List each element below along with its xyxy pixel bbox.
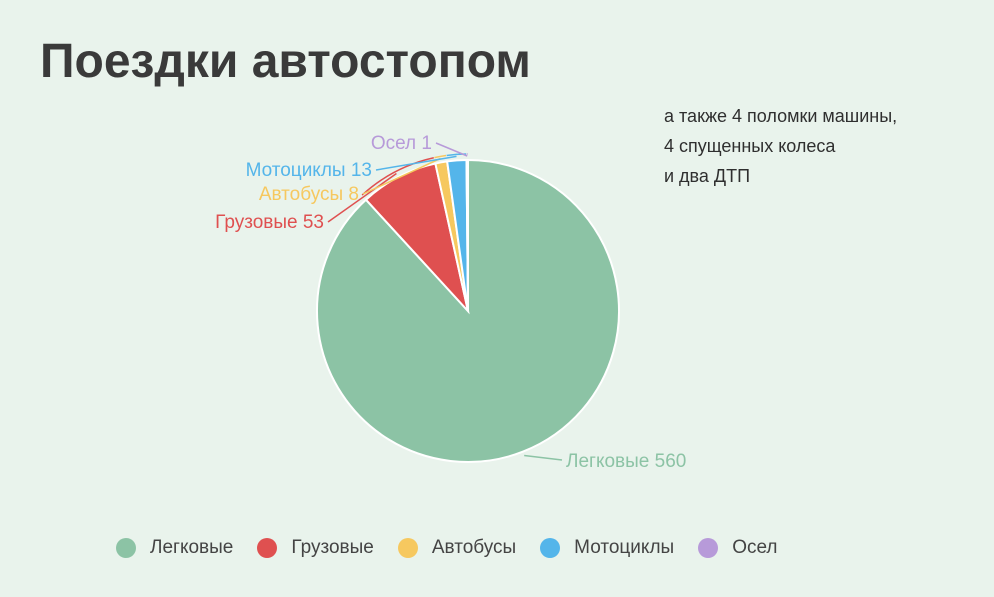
legend-swatch (540, 538, 561, 558)
note-line-3: и два ДТП (664, 166, 751, 186)
legend-item-0: Легковые (116, 537, 233, 559)
callout-bracket-2 (434, 154, 447, 159)
legend-label: Легковые (150, 537, 234, 558)
legend-swatch (397, 538, 418, 558)
callout-label-2: Автобусы 8 (259, 184, 359, 205)
callout-bracket-3 (446, 153, 467, 157)
legend-swatch (116, 538, 136, 558)
callout-line-0 (524, 454, 563, 461)
note-line-2: 4 спущенных колеса (664, 136, 836, 156)
note-line-1: а также 4 поломки машины, (664, 106, 898, 126)
legend-item-4: Осел (698, 537, 778, 559)
callout-line-3 (375, 155, 457, 171)
legend-item-1: Грузовые (257, 537, 374, 559)
legend-label: Грузовые (291, 537, 374, 558)
legend-item-3: Мотоциклы (540, 537, 674, 559)
callout-line-2 (362, 157, 441, 195)
legend-swatch (257, 538, 278, 558)
legend-label: Автобусы (431, 537, 517, 558)
annotation-note: а также 4 поломки машины, 4 спущенных ко… (664, 101, 897, 191)
callout-label-3: Мотоциклы 13 (246, 160, 372, 181)
legend-label: Мотоциклы (574, 537, 675, 558)
callout-bracket-1 (361, 157, 434, 196)
callout-label-4: Осел 1 (371, 133, 432, 154)
callout-label-1: Грузовые 53 (215, 212, 324, 233)
chart-legend: Легковые Грузовые Автобусы Мотоциклы Осел (116, 537, 778, 559)
callout-label-0: Легковые 560 (566, 451, 686, 472)
chart-title: Поездки автостопом (40, 35, 531, 88)
legend-label: Осел (732, 537, 778, 558)
pie-slice-4 (465, 158, 469, 312)
legend-item-2: Автобусы (397, 537, 517, 559)
callout-line-4 (435, 142, 468, 157)
callout-line-1 (327, 172, 397, 223)
legend-swatch (698, 538, 719, 558)
